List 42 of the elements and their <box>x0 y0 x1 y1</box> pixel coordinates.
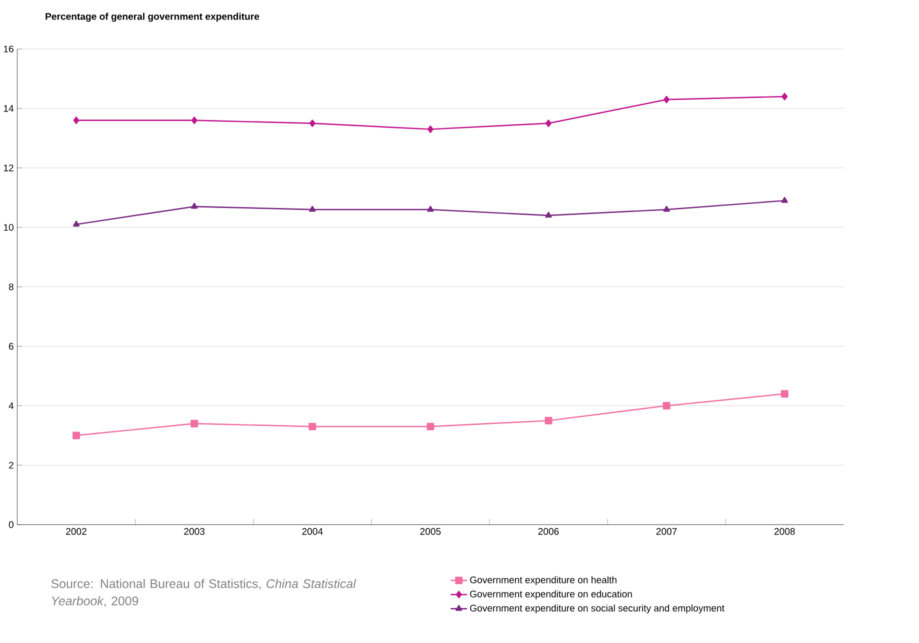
point <box>545 212 552 218</box>
text: Source: National Bureau of Statistics, China Statistical Yearbook, 2009 <box>51 579 356 607</box>
point <box>546 120 552 128</box>
y-tick-label: 2 <box>9 462 14 469</box>
point <box>309 206 316 212</box>
x-tick-label: 2005 <box>420 528 441 535</box>
point <box>426 422 434 430</box>
point <box>72 432 80 440</box>
x-tick-label: 2002 <box>66 528 86 535</box>
y-tick-label: 12 <box>4 164 14 172</box>
point <box>308 422 316 430</box>
x-tick-label: 2004 <box>302 528 323 535</box>
y-tick-label: 14 <box>4 105 14 112</box>
y-tick-label: 6 <box>9 342 14 350</box>
point <box>662 402 670 410</box>
point <box>664 96 670 104</box>
point <box>780 390 788 398</box>
point <box>191 116 198 124</box>
point <box>427 126 434 134</box>
legend-label: Government expenditure on social security and employment <box>470 604 724 614</box>
point <box>73 116 80 124</box>
y-tick-label: 0 <box>8 521 14 528</box>
y-tick-label: 4 <box>8 402 14 410</box>
y-tick-label: 8 <box>8 284 14 290</box>
x-tick-label: 2006 <box>538 528 559 535</box>
point <box>544 416 552 424</box>
x-tick-label: 2007 <box>656 528 677 535</box>
point <box>782 92 788 100</box>
point <box>781 196 788 203</box>
point <box>190 420 198 428</box>
legend-label: Government expenditure on education <box>470 590 632 600</box>
point <box>72 220 80 227</box>
point <box>309 120 316 128</box>
x-tick-label: 2008 <box>774 528 795 535</box>
x-tick-label: 2003 <box>184 528 205 535</box>
y-axis-title: Percentage of general government expenditure <box>46 12 260 22</box>
point <box>190 202 198 209</box>
point <box>427 206 434 212</box>
point <box>663 206 670 212</box>
legend-label: Government expenditure on health <box>470 576 616 586</box>
y-tick-label: 16 <box>4 46 14 52</box>
y-tick-label: 10 <box>4 224 14 231</box>
